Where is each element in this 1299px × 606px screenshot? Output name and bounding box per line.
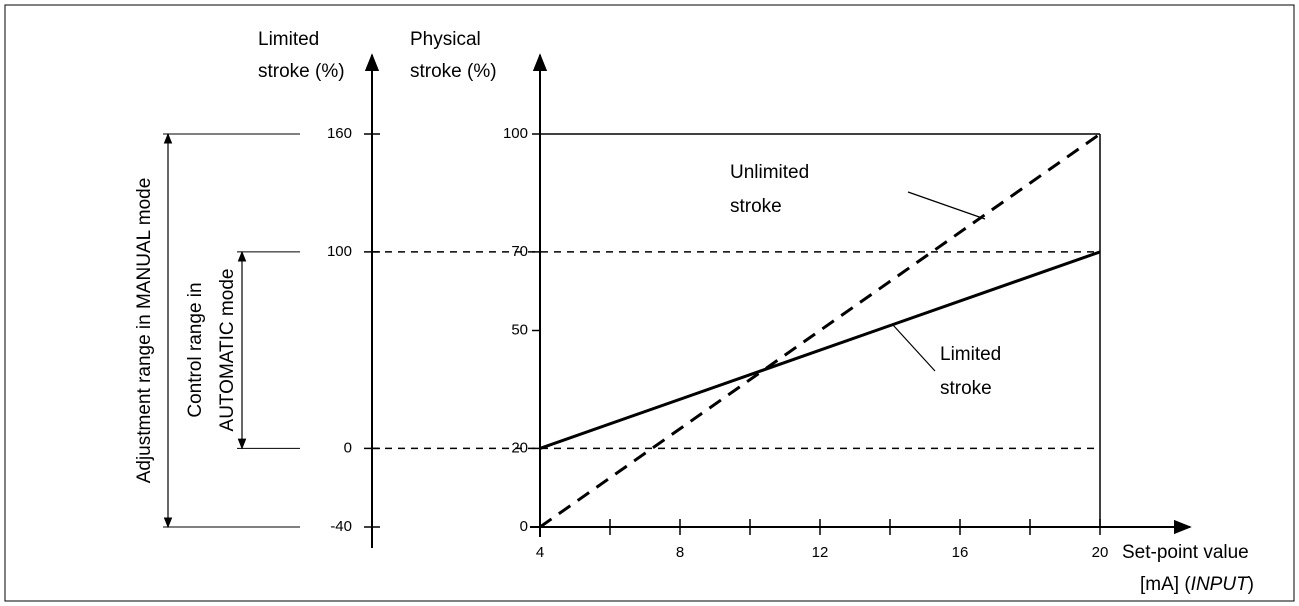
x-tick-label: 12 xyxy=(812,544,829,561)
range-label: AUTOMATIC mode xyxy=(217,269,238,432)
series-line xyxy=(539,250,1101,450)
y2-tick-label: 0 xyxy=(344,439,352,456)
y2-tick-label: 160 xyxy=(327,125,352,142)
x-tick-label: 4 xyxy=(536,544,544,561)
y2-axis-title: Limited xyxy=(258,29,319,50)
y-tick-label: 0 xyxy=(520,518,528,535)
series-line xyxy=(539,132,1101,529)
series-label: Unlimited xyxy=(730,162,809,183)
x-axis-unit-part: ) xyxy=(1248,574,1254,595)
series-label: Limited xyxy=(940,344,1001,365)
y2-tick-label: -40 xyxy=(330,518,352,535)
y2-axis-title: stroke (%) xyxy=(258,61,345,82)
x-axis-unit-part: INPUT xyxy=(1191,574,1249,595)
range-label: Control range in xyxy=(185,282,206,417)
x-tick-label: 20 xyxy=(1092,544,1109,561)
series-label: stroke xyxy=(940,378,992,399)
label-leader xyxy=(907,191,986,220)
series-label: stroke xyxy=(730,196,782,217)
x-axis-unit: [mA] (INPUT) xyxy=(1140,574,1254,595)
frame xyxy=(4,4,1295,602)
y2-tick-label: 100 xyxy=(327,243,352,260)
y-tick-label: 50 xyxy=(511,321,528,338)
y-tick-label: 100 xyxy=(503,125,528,142)
label-leader xyxy=(892,324,936,372)
x-tick-label: 8 xyxy=(676,544,684,561)
x-axis-title: Set-point value xyxy=(1122,542,1249,563)
y-axis-title: stroke (%) xyxy=(410,61,497,82)
x-tick-label: 16 xyxy=(952,544,969,561)
x-axis-unit-part: [mA] ( xyxy=(1140,574,1191,595)
y-axis-title: Physical xyxy=(410,29,481,50)
range-label: Adjustment range in MANUAL mode xyxy=(134,178,155,484)
